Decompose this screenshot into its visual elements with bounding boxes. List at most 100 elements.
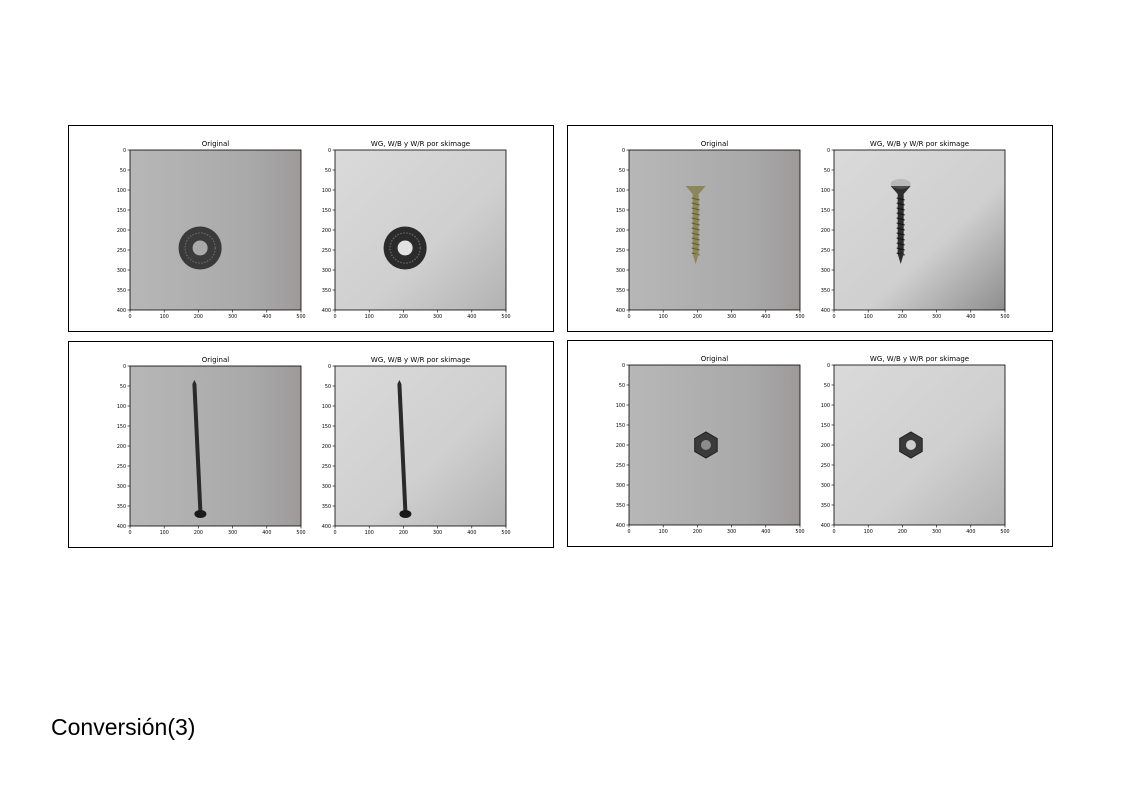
screw-thread: [691, 222, 700, 226]
x-tick-label: 300: [433, 530, 442, 536]
screw-thread: [896, 247, 905, 251]
image-title-processed: WG, W/B y W/R por skimage: [870, 140, 969, 148]
y-tick-label: 250: [821, 463, 830, 469]
x-tick-label: 100: [864, 529, 873, 535]
y-tick-label: 400: [821, 308, 830, 314]
x-tick-label: 100: [864, 314, 873, 320]
image-area: [130, 366, 301, 526]
panel-nut: Original 0 100 200 300 400 500 0 50 100 150 200 250 3…: [567, 340, 1053, 547]
screw-thread: [691, 217, 700, 221]
x-tick-label: 300: [433, 314, 442, 320]
x-tick-label: 300: [932, 529, 941, 535]
y-tick-label: 250: [616, 463, 625, 469]
original-image: Original 0 100 200 300 400 500 0 50 100 150 200 250 3…: [616, 140, 805, 320]
x-tick-label: 200: [399, 314, 408, 320]
image-area: [335, 150, 506, 310]
y-tick-label: 150: [117, 208, 126, 214]
original-image: Original 0 100 200 300 400 500 0 50 100 150 200 250 3…: [117, 356, 306, 536]
y-tick-label: 350: [322, 288, 331, 294]
x-tick-label: 0: [128, 530, 131, 536]
x-tick-label: 500: [296, 530, 305, 536]
screw-thread: [896, 207, 905, 211]
processed-image: WG, W/B y W/R por skimage 0 100 200 300 400 50…: [322, 356, 511, 536]
screw-thread: [896, 242, 905, 246]
screw-tip: [897, 254, 904, 264]
y-tick-label: 200: [821, 228, 830, 234]
image-area: [629, 150, 800, 310]
screw-thread: [691, 237, 700, 241]
x-tick-label: 500: [1000, 314, 1009, 320]
x-tick-label: 0: [832, 529, 835, 535]
x-tick-label: 400: [467, 530, 476, 536]
y-tick-label: 350: [117, 288, 126, 294]
y-tick-label: 200: [322, 228, 331, 234]
screw-thread: [691, 212, 700, 216]
x-tick-label: 0: [832, 314, 835, 320]
y-tick-label: 100: [322, 188, 331, 194]
screw-thread: [896, 197, 905, 201]
y-tick-label: 350: [821, 288, 830, 294]
image-title-original: Original: [202, 356, 229, 364]
y-tick-label: 50: [120, 384, 126, 390]
x-tick-label: 400: [761, 314, 770, 320]
y-tick-label: 0: [328, 148, 331, 154]
screw-thread: [691, 197, 700, 201]
screw-thread: [691, 207, 700, 211]
y-tick-label: 50: [824, 168, 830, 174]
nut-hole: [905, 440, 916, 450]
x-tick-label: 0: [627, 529, 630, 535]
page-footer-label: Conversión(3): [51, 714, 196, 740]
image-title-original: Original: [701, 355, 728, 363]
x-tick-label: 300: [727, 314, 736, 320]
x-tick-label: 0: [333, 530, 336, 536]
y-tick-label: 250: [616, 248, 625, 254]
image-title-processed: WG, W/B y W/R por skimage: [371, 140, 470, 148]
y-tick-label: 0: [827, 363, 830, 369]
y-tick-label: 200: [117, 228, 126, 234]
nail-shank: [397, 380, 408, 512]
screw-thread: [691, 247, 700, 251]
y-tick-label: 250: [322, 464, 331, 470]
screw-thread: [691, 202, 700, 206]
y-tick-label: 350: [117, 504, 126, 510]
y-tick-label: 300: [117, 268, 126, 274]
screw-thread: [691, 242, 700, 246]
image-area: [834, 150, 1005, 310]
image-title-processed: WG, W/B y W/R por skimage: [371, 356, 470, 364]
y-tick-label: 250: [117, 464, 126, 470]
x-tick-label: 500: [1000, 529, 1009, 535]
original-image: Original 0 100 200 300 400 500 0 50 100 150 200 250 3…: [117, 140, 306, 320]
nail-shank: [192, 380, 203, 512]
y-tick-label: 400: [821, 523, 830, 529]
y-tick-label: 300: [616, 268, 625, 274]
x-tick-label: 0: [333, 314, 336, 320]
x-tick-label: 500: [795, 314, 804, 320]
screw-shadow: [890, 179, 911, 189]
x-tick-label: 500: [501, 530, 510, 536]
nail-head: [194, 510, 207, 518]
y-tick-label: 100: [616, 188, 625, 194]
panel-nail: Original 0 100 200 300 400 500 0 50 100 150 200 250 3…: [68, 341, 554, 548]
y-tick-label: 50: [619, 168, 625, 174]
y-tick-label: 150: [117, 424, 126, 430]
nail-head: [399, 510, 412, 518]
y-tick-label: 0: [622, 148, 625, 154]
screw-thread: [896, 217, 905, 221]
screw-thread: [691, 227, 700, 231]
panel-washer: Original 0 100 200 300 400 500 0 50 100 150 200 250 3…: [68, 125, 554, 332]
screw-head: [685, 186, 706, 194]
y-tick-label: 400: [117, 308, 126, 314]
image-title-processed: WG, W/B y W/R por skimage: [870, 355, 969, 363]
y-tick-label: 300: [821, 483, 830, 489]
x-tick-label: 200: [693, 529, 702, 535]
y-tick-label: 400: [322, 308, 331, 314]
x-tick-label: 100: [659, 314, 668, 320]
screw-thread: [896, 227, 905, 231]
y-tick-label: 200: [616, 443, 625, 449]
y-tick-label: 300: [322, 268, 331, 274]
processed-image: WG, W/B y W/R por skimage 0 100 200 300 400 50…: [821, 140, 1010, 320]
x-tick-label: 200: [693, 314, 702, 320]
y-tick-label: 400: [616, 523, 625, 529]
y-tick-label: 150: [322, 424, 331, 430]
y-tick-label: 0: [328, 364, 331, 370]
